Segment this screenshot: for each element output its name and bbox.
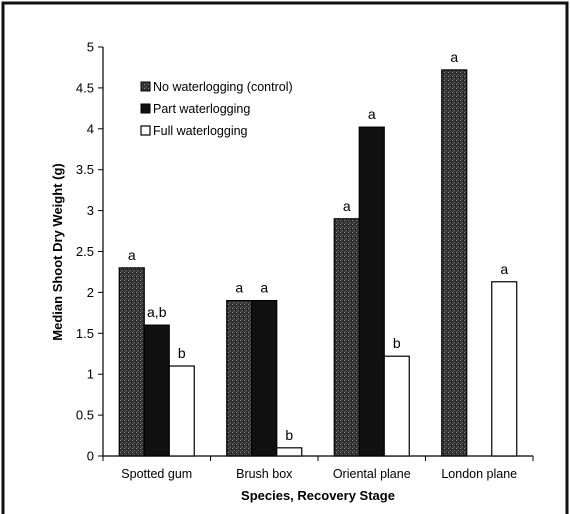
bar-control <box>118 267 145 457</box>
y-tick-label: 1 <box>87 367 94 382</box>
y-tick-label: 0 <box>87 449 94 464</box>
bar-part <box>358 126 385 457</box>
bar-part <box>143 324 170 457</box>
bar-part <box>251 299 278 457</box>
bar-control <box>226 299 253 457</box>
legend-swatch-control <box>140 81 151 92</box>
x-axis-title: Species, Recovery Stage <box>241 488 395 503</box>
category-labels: Spotted gum Brush box Oriental plane London… <box>102 456 534 481</box>
bar-full <box>276 447 303 457</box>
category-label: London plane <box>441 467 517 481</box>
legend: No waterlogging (control) Part waterlogg… <box>140 80 293 138</box>
category-label: Brush box <box>236 467 293 481</box>
y-tick-label: 3 <box>87 203 94 218</box>
significance-label: a <box>128 247 136 263</box>
legend-label-full: Full waterlogging <box>153 124 248 138</box>
y-tick-label: 0.5 <box>76 408 94 423</box>
bar-control <box>441 69 468 457</box>
legend-swatch-part <box>140 103 151 114</box>
significance-label: a <box>343 198 351 214</box>
significance-label: a <box>500 261 508 277</box>
bar-full <box>491 281 518 457</box>
category-label: Spotted gum <box>121 467 192 481</box>
category-label: Oriental plane <box>333 467 411 481</box>
legend-swatch-full <box>140 125 151 136</box>
y-tick-label: 1.5 <box>76 326 94 341</box>
y-tick-label: 2.5 <box>76 244 94 259</box>
significance-label: b <box>393 335 401 351</box>
y-tick-label: 2 <box>87 285 94 300</box>
significance-label: a <box>235 280 243 296</box>
significance-label: b <box>285 427 293 443</box>
bar-control <box>333 218 360 457</box>
significance-labels: a a,b b a a b a a b a a <box>128 49 509 443</box>
y-axis-title: Median Shoot Dry Weight (g) <box>50 163 65 340</box>
y-ticks: 0 0.5 1 1.5 2 2.5 3 3.5 4 4.5 5 <box>76 40 103 464</box>
y-tick-label: 5 <box>87 40 94 55</box>
bar-full <box>168 365 195 457</box>
significance-label: a <box>450 49 458 65</box>
significance-label: b <box>178 345 186 361</box>
significance-label: a <box>368 106 376 122</box>
bars <box>118 69 518 457</box>
y-tick-label: 4.5 <box>76 80 94 95</box>
significance-label: a <box>260 280 268 296</box>
bar-full <box>383 355 410 457</box>
legend-label-part: Part waterlogging <box>153 102 250 116</box>
y-tick-label: 4 <box>87 121 94 136</box>
legend-label-control: No waterlogging (control) <box>153 80 293 94</box>
significance-label: a,b <box>147 304 167 320</box>
y-tick-label: 3.5 <box>76 162 94 177</box>
